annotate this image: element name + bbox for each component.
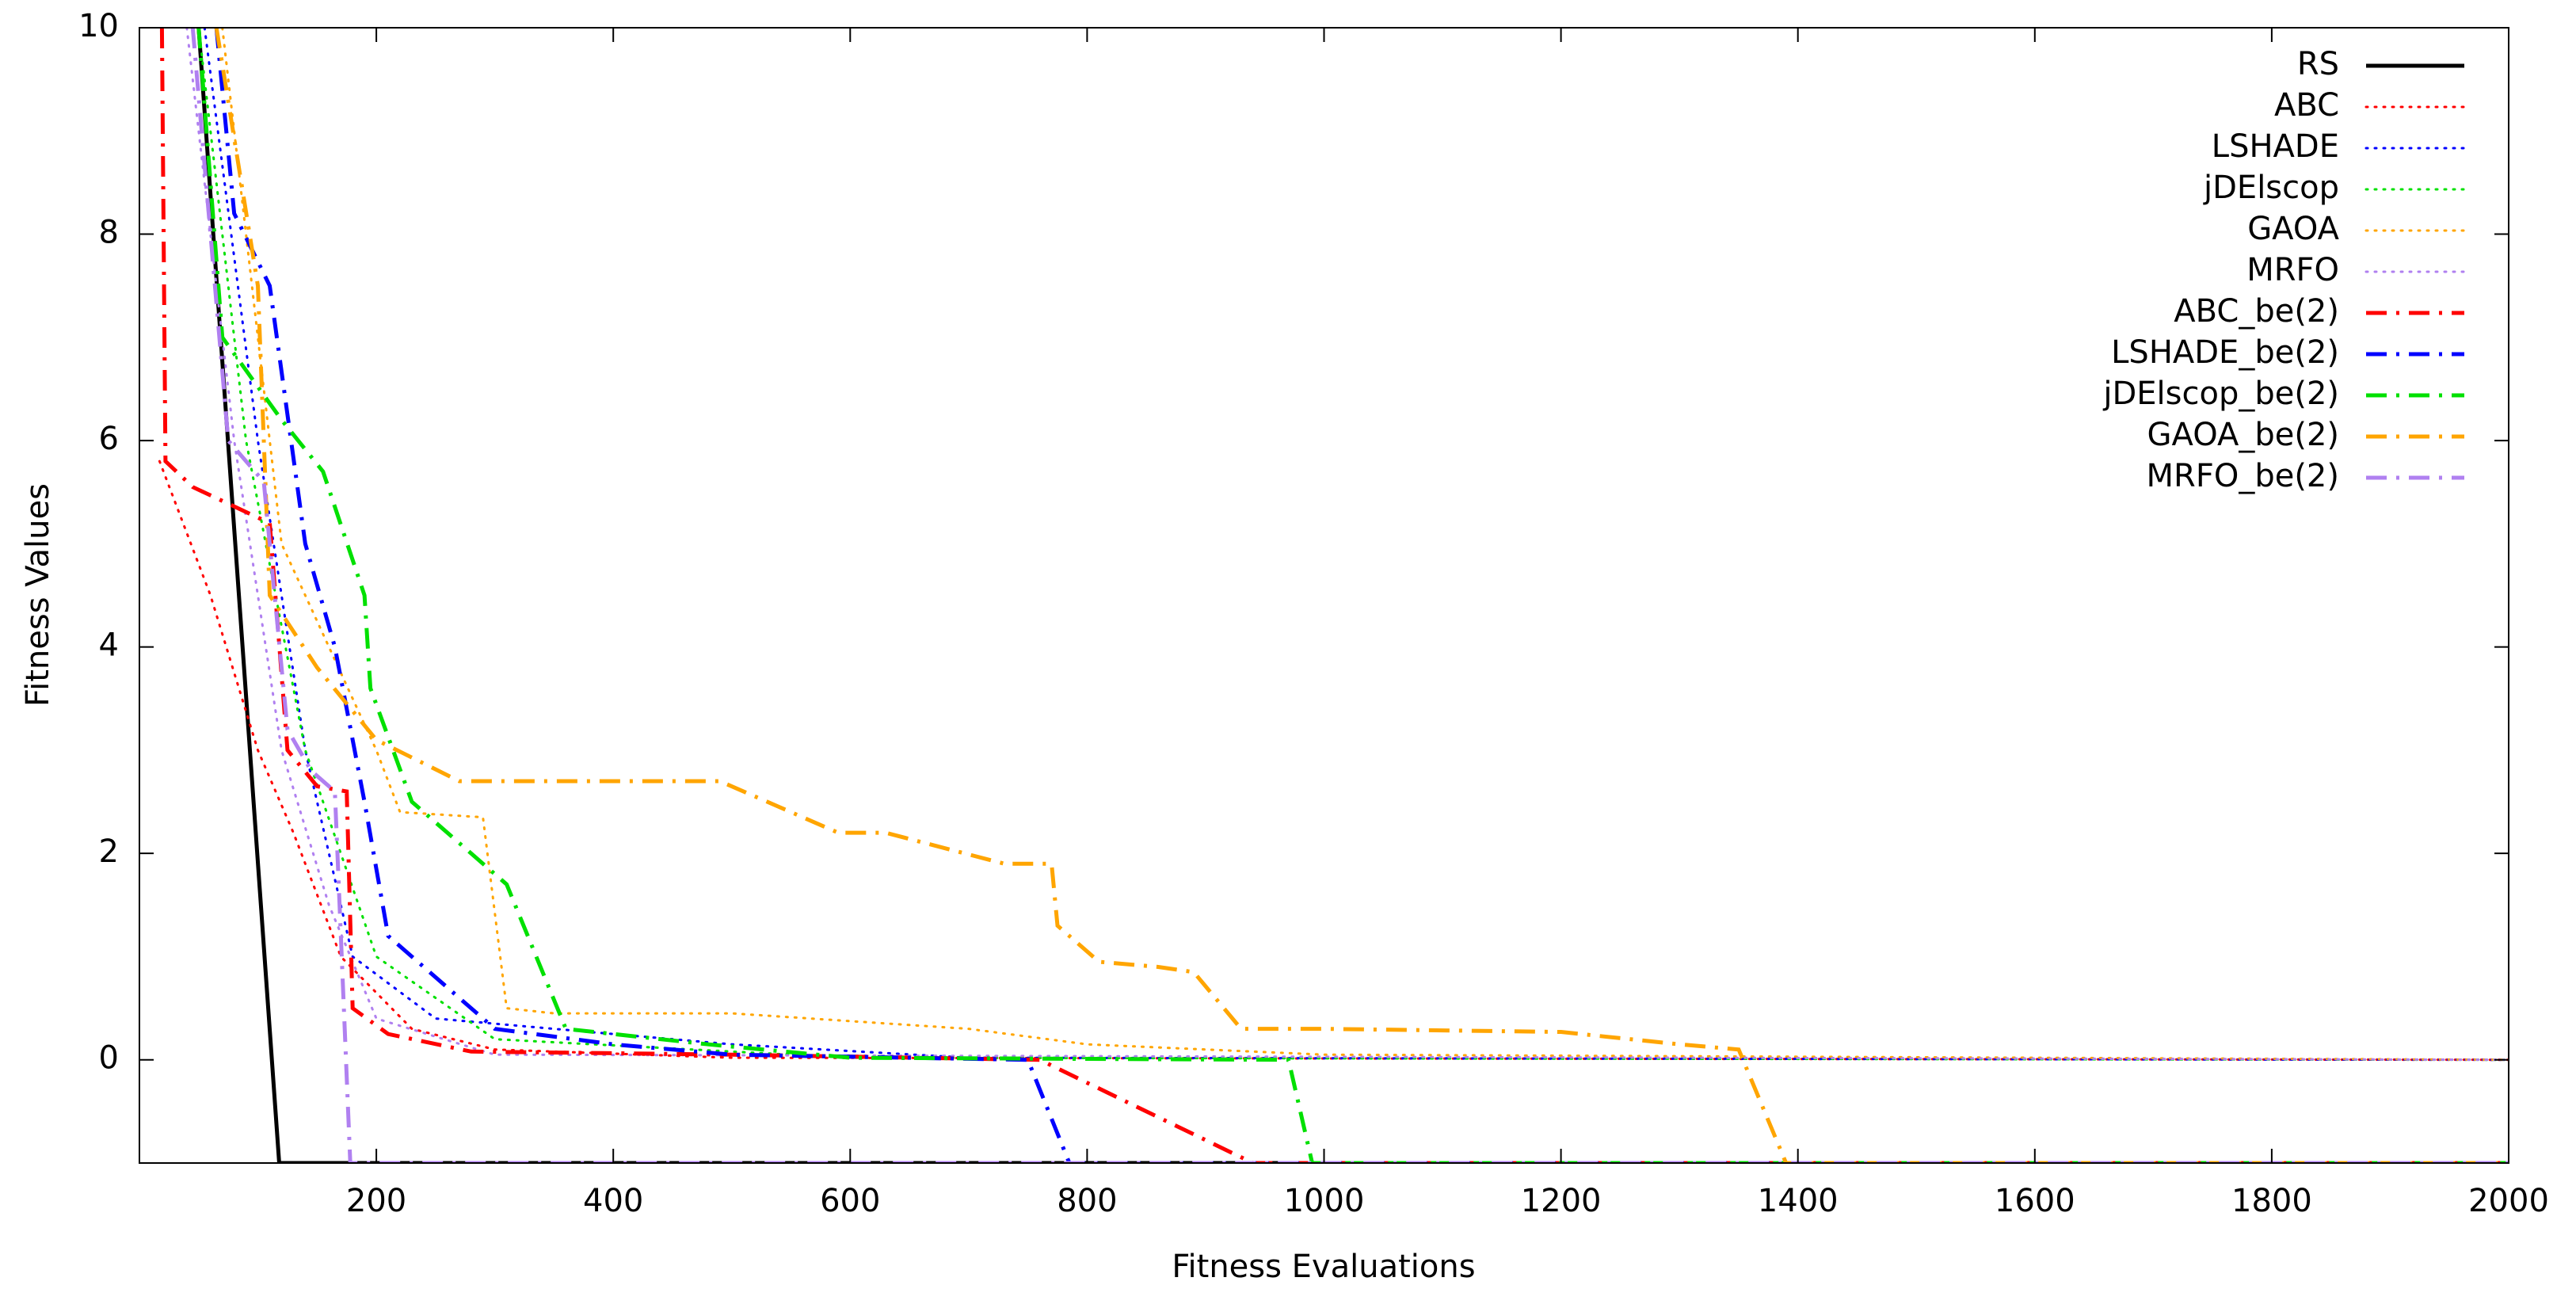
x-tick-label: 600 [820,1183,880,1219]
x-tick-label: 1000 [1284,1183,1365,1219]
plot-area [158,28,2509,1163]
y-tick-label: 4 [99,627,119,664]
x-tick-label: 1400 [1758,1183,1839,1219]
legend-label: GAOA [2247,211,2339,247]
series-line [158,460,2509,1062]
y-tick-label: 8 [99,215,119,251]
series-line [196,28,2509,1163]
x-tick-label: 1600 [1995,1183,2075,1219]
series-line [203,28,2509,1062]
x-tick-label: 1800 [2231,1183,2312,1219]
series-line [197,28,2509,1062]
plot-border [139,27,2509,1164]
x-tick-label: 200 [346,1183,406,1219]
series-line [159,28,2509,1163]
x-axis-title: Fitness Evaluations [1172,1249,1475,1285]
legend-label: jDElscop [2203,170,2339,206]
series-line [196,28,2509,1163]
legend-label: ABC [2274,87,2339,124]
x-tick-label: 800 [1057,1183,1117,1219]
y-tick-label: 2 [99,833,119,870]
series-line [221,28,2509,1062]
legend-label: LSHADE [2212,128,2339,165]
y-tick-label: 0 [99,1040,119,1077]
series-line [214,28,2509,1163]
series-line [185,28,2509,1062]
series-line [214,28,2509,1163]
legend-label: MRFO [2246,252,2339,288]
x-tick-label: 1200 [1521,1183,1602,1219]
x-tick-label: 400 [583,1183,643,1219]
legend-label: GAOA_be(2) [2147,417,2339,453]
legend-label: MRFO_be(2) [2147,458,2339,494]
legend-label: RS [2297,46,2339,82]
y-tick-label: 6 [99,421,119,457]
series-line [190,28,2509,1163]
legend-label: LSHADE_be(2) [2111,334,2339,371]
y-tick-label: 10 [78,8,119,44]
legend-label: ABC_be(2) [2174,293,2339,330]
y-axis-title: Fitness Values [20,483,56,707]
x-tick-label: 2000 [2468,1183,2549,1219]
legend-label: jDElscop_be(2) [2102,376,2339,412]
